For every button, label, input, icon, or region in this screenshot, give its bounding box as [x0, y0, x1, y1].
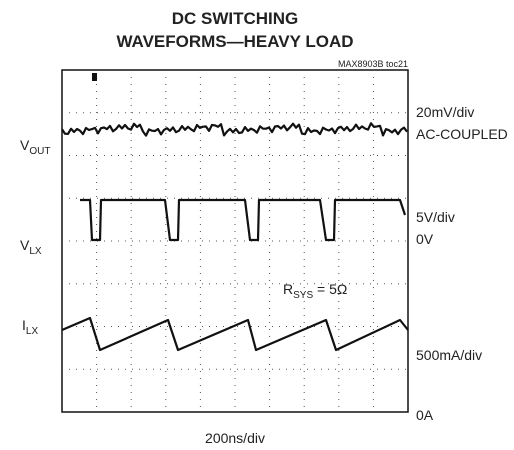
- figure-id: MAX8903B toc21: [338, 59, 408, 69]
- annotation: RSYS = 5Ω: [283, 281, 347, 301]
- channel-scale: 20mV/div: [416, 104, 474, 120]
- vlx-trace: [80, 198, 407, 242]
- grid: [62, 70, 408, 412]
- channel-label: VLX: [20, 237, 42, 257]
- title-line: DC SWITCHING: [172, 9, 299, 28]
- vout-trace: [61, 122, 408, 137]
- ilx-trace: [61, 316, 409, 352]
- timebase: 200ns/div: [205, 430, 265, 446]
- title-line: WAVEFORMS—HEAVY LOAD: [116, 32, 353, 51]
- ground-level: 0A: [416, 407, 434, 423]
- channel-scale: 500mA/div: [416, 347, 482, 363]
- ground-level: 0V: [416, 231, 434, 247]
- channel-label: VOUT: [20, 137, 50, 157]
- channel-coupling: AC-COUPLED: [416, 126, 508, 142]
- channel-label: ILX: [22, 317, 38, 337]
- trigger-marker: [92, 73, 97, 81]
- channel-scale: 5V/div: [416, 209, 455, 225]
